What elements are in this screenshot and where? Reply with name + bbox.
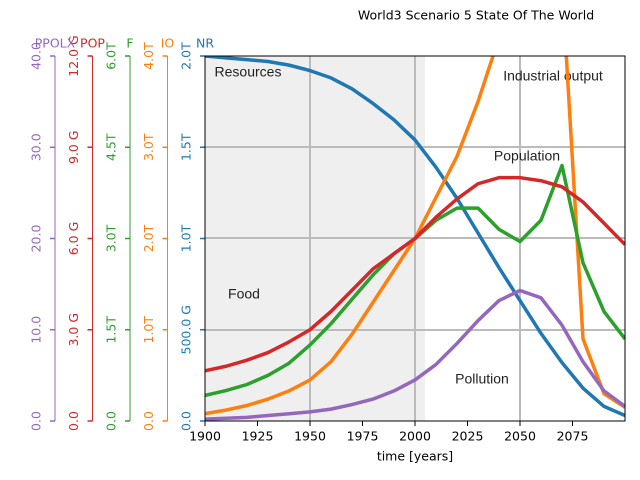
x-tick-label: 2025 xyxy=(452,429,484,444)
y-tick-label: 2.0T xyxy=(141,224,156,252)
annotation: Resources xyxy=(215,64,282,80)
axis-name: NR xyxy=(196,36,214,51)
x-tick-label: 2000 xyxy=(399,429,431,444)
axis-name: PPOLX xyxy=(35,36,76,51)
series-line xyxy=(205,175,625,373)
y-tick-label: 10.0 xyxy=(29,316,44,344)
y-tick-label: 3.0T xyxy=(104,224,119,252)
annotation: Industrial output xyxy=(503,68,603,84)
y-tick-label: 30.0 xyxy=(29,133,44,161)
series-lines xyxy=(205,56,625,421)
y-tick-label: 1.0T xyxy=(141,316,156,344)
y-tick-label: 0.0 xyxy=(104,411,119,431)
y-tick-label: 9.0 G xyxy=(66,130,81,164)
x-tick-label: 2075 xyxy=(557,429,589,444)
y-tick-label: 1.0T xyxy=(179,224,194,252)
y-tick-label: 1.5T xyxy=(179,133,194,161)
y-tick-label: 2.0T xyxy=(179,42,194,70)
y-tick-label: 0.0 xyxy=(141,411,156,431)
x-tick-label: 1925 xyxy=(242,429,274,444)
x-tick-label: 1975 xyxy=(347,429,379,444)
y-tick-label: 12.0 G xyxy=(66,35,81,77)
y-tick-label: 4.0T xyxy=(141,42,156,70)
annotation: Pollution xyxy=(455,371,509,387)
annotation: Food xyxy=(228,286,260,302)
y-tick-label: 40.0 xyxy=(29,42,44,70)
series-line xyxy=(205,288,625,421)
y-tick-label: 500.0 G xyxy=(179,305,194,354)
plot-frame xyxy=(204,55,626,422)
y-tick-label: 6.0 G xyxy=(66,222,81,256)
y-tick-label: 0.0 xyxy=(66,411,81,431)
x-tick-label: 1900 xyxy=(189,429,221,444)
annotation: Population xyxy=(494,148,560,164)
axis-name: F xyxy=(126,36,133,51)
chart-title: World3 Scenario 5 State Of The World xyxy=(358,8,594,23)
axis-name: POP xyxy=(80,36,105,51)
x-tick-label: 1950 xyxy=(294,429,326,444)
y-tick-label: 0.0 xyxy=(179,411,194,431)
y-tick-label: 1.5T xyxy=(104,316,119,344)
series-line xyxy=(205,56,625,418)
axis-name: IO xyxy=(161,36,175,51)
y-tick-label: 6.0T xyxy=(104,42,119,70)
x-tick-label: 2050 xyxy=(504,429,536,444)
x-axis-label: time [years] xyxy=(377,449,453,464)
y-tick-label: 3.0 G xyxy=(66,313,81,347)
y-tick-label: 0.0 xyxy=(29,411,44,431)
y-tick-label: 4.5T xyxy=(104,133,119,161)
y-tick-label: 20.0 xyxy=(29,225,44,253)
y-tick-label: 3.0T xyxy=(141,133,156,161)
